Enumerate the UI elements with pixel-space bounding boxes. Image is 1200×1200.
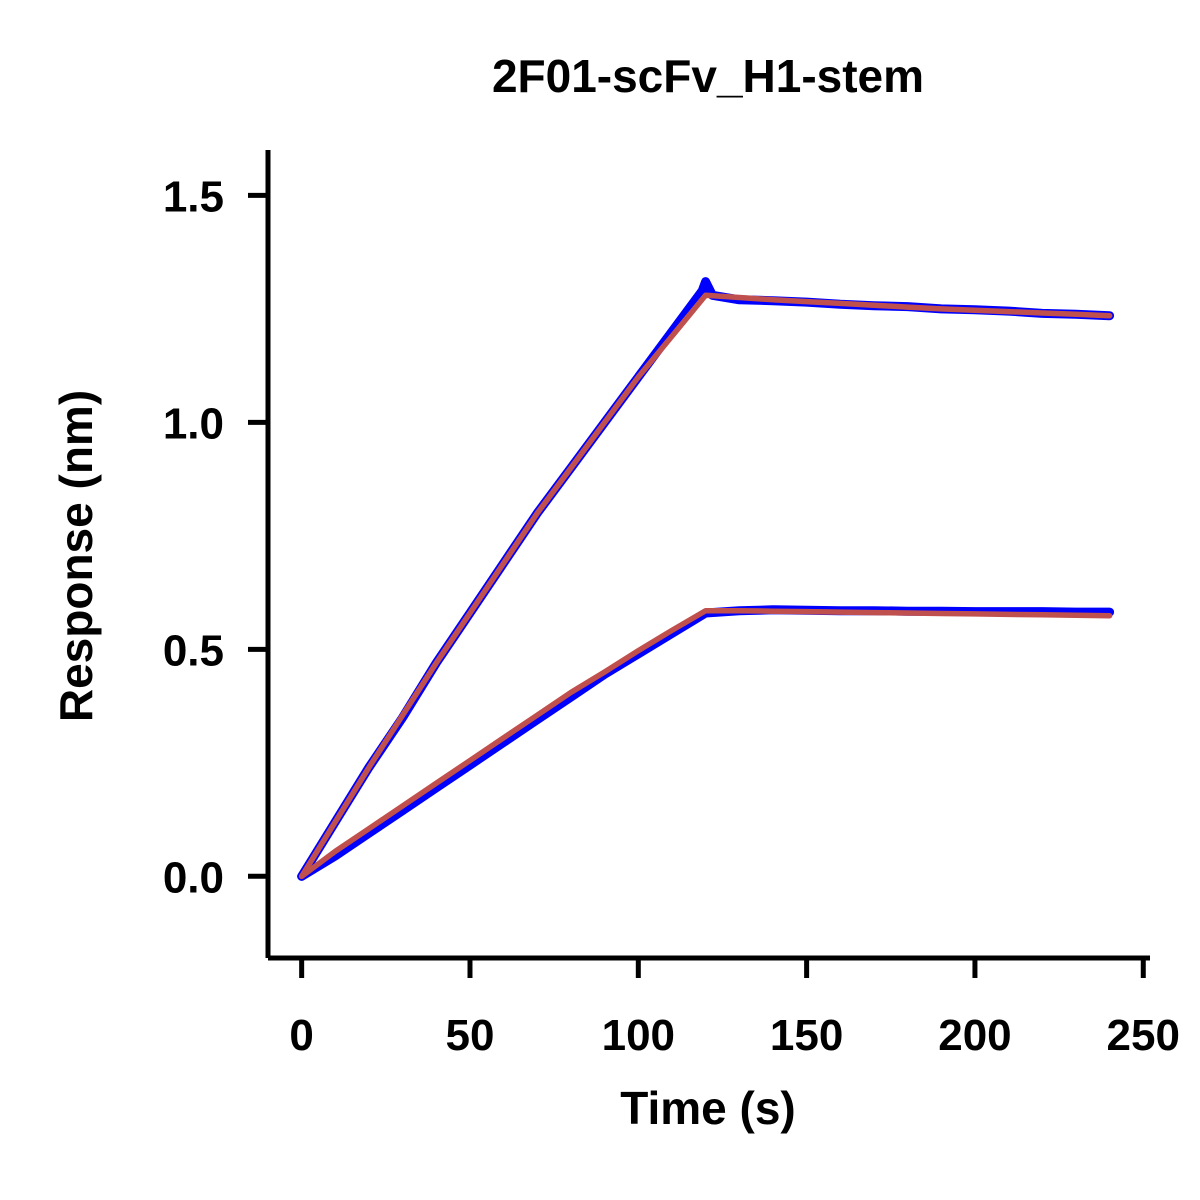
y-axis-label: Response (nm): [50, 390, 102, 722]
y-tick-label: 1.5: [163, 172, 224, 221]
x-tick-label: 150: [770, 1011, 843, 1060]
x-tick-label: 200: [938, 1011, 1011, 1060]
x-tick-label: 50: [446, 1011, 495, 1060]
chart-title: 2F01-scFv_H1-stem: [492, 50, 924, 102]
series-layer: [297, 277, 1115, 881]
fit-curve: [298, 292, 1113, 880]
plot-area: [297, 277, 1115, 881]
measured-trace: [297, 605, 1115, 881]
measured-trace: [297, 277, 1115, 881]
x-axis-label: Time (s): [620, 1082, 796, 1134]
x-axis-ticks: 0 50 100 150 200 250: [289, 958, 1180, 1060]
fit-curve: [298, 607, 1113, 880]
x-tick-label: 250: [1107, 1011, 1180, 1060]
y-tick-label: 0.5: [163, 626, 224, 675]
y-axis-ticks: 0.0 0.5 1.0 1.5: [163, 172, 268, 902]
y-tick-label: 1.0: [163, 399, 224, 448]
x-tick-label: 0: [289, 1011, 313, 1060]
x-tick-label: 100: [602, 1011, 675, 1060]
y-tick-label: 0.0: [163, 853, 224, 902]
